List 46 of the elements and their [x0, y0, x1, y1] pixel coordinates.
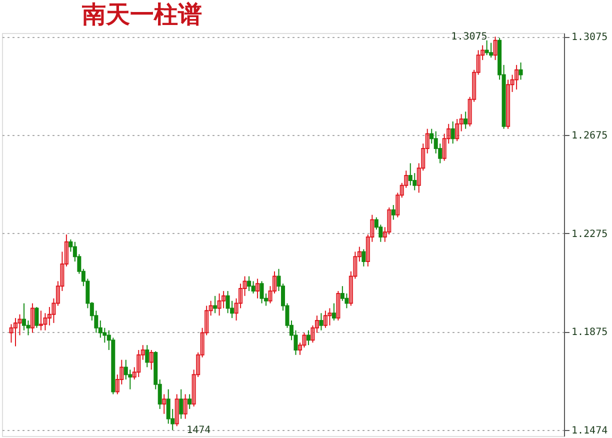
candlestick [260, 280, 264, 304]
candlestick [38, 310, 43, 331]
candlestick [183, 394, 188, 420]
candlestick [149, 349, 154, 370]
candlestick [464, 111, 468, 130]
candlestick [34, 306, 39, 328]
chart-title: 南天一柱谱 [81, 0, 202, 29]
annotation: 1474 [186, 425, 211, 436]
candlestick [9, 324, 14, 344]
candlestick [306, 330, 310, 346]
candlestick [162, 394, 166, 414]
candlestick [247, 276, 252, 292]
candlestick [323, 310, 328, 328]
candlestick [489, 42, 494, 58]
candlestick [179, 388, 184, 420]
candlestick [332, 302, 336, 322]
candlestick [217, 292, 222, 316]
candlestick [188, 394, 192, 410]
candlestick [391, 204, 396, 220]
candlestick [336, 290, 340, 322]
candlestick [493, 36, 498, 61]
y-tick-label: 1.2275 [572, 228, 608, 240]
candlestick [450, 120, 455, 144]
y-tick-label: 1.1474 [572, 426, 608, 437]
candlestick [213, 295, 218, 314]
candlestick [43, 312, 48, 331]
candlestick [30, 302, 34, 334]
y-tick-label: 1.3075 [572, 32, 608, 44]
candlestick [506, 79, 510, 130]
candlestick [362, 248, 366, 267]
candlestick [514, 64, 519, 90]
candlestick [174, 394, 179, 427]
candlestick [136, 349, 141, 378]
candlestick [226, 290, 230, 314]
candlestick [484, 40, 489, 56]
annotation: 1.3075 [451, 32, 488, 43]
candlestick [319, 312, 324, 331]
candlestick [455, 118, 460, 142]
candlestick [13, 318, 18, 347]
y-tick-label: 1.1875 [572, 327, 608, 338]
candlestick [328, 308, 332, 326]
y-tick-label: 1.2675 [572, 130, 608, 142]
candlestick [256, 278, 260, 299]
candlestick [251, 280, 256, 294]
candlestick [518, 62, 523, 80]
candlestick [145, 344, 150, 368]
